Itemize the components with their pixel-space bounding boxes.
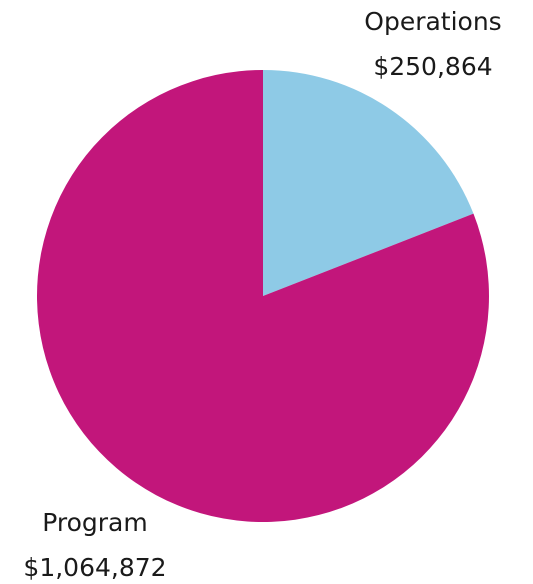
- slice-label-program-name: Program: [42, 508, 147, 537]
- pie-slice-operations: [263, 70, 474, 296]
- slice-label-operations-name: Operations: [364, 7, 501, 36]
- pie-slices: [36, 69, 489, 522]
- slice-label-operations-value: $250,864: [373, 52, 492, 81]
- pie-slice-program: [36, 69, 489, 522]
- slice-label-program-value: $1,064,872: [23, 553, 166, 582]
- slice-label-program: Program $1,064,872: [23, 508, 166, 582]
- slice-label-operations: Operations $250,864: [364, 7, 501, 81]
